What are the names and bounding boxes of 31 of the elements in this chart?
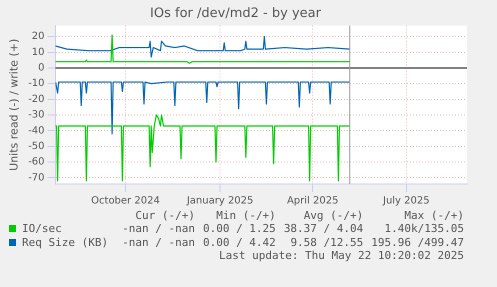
text: 9.58 /12.55	[289, 236, 364, 250]
y-tick-label: -30	[28, 110, 45, 121]
text: Max (-/+)	[403, 209, 466, 222]
text: Min (-/+)	[215, 209, 277, 222]
text: 195.96 /499.47	[370, 236, 466, 250]
text: 0.00 / 4.42	[202, 236, 277, 250]
x-tick-label: January 2025	[186, 196, 254, 207]
y-tick-label: -60	[28, 156, 45, 168]
text: -nan / -nan	[121, 236, 196, 250]
text: 38.37 / 4.04	[282, 222, 364, 236]
y-tick-label: 0	[38, 62, 45, 74]
y-tick-label: -50	[28, 140, 45, 152]
y-tick-label: 10	[32, 46, 45, 58]
y-tick-label: -70	[28, 172, 45, 184]
y-tick-label: -10	[28, 78, 45, 90]
text: 0.00 / 1.25	[202, 222, 277, 236]
legend-label: Req Size (KB)	[22, 236, 108, 249]
legend-label: IO/sec	[22, 222, 62, 235]
text: -nan / -nan	[121, 222, 196, 236]
text: 1.40k/135.05	[384, 222, 466, 236]
x-tick-label: October 2024	[91, 196, 160, 207]
text: Avg (-/+)	[302, 209, 364, 222]
y-tick-label: 20	[32, 31, 45, 42]
x-tick-label: July 2025	[382, 196, 430, 207]
chart-title: IOs for /dev/md2 - by year	[150, 6, 322, 22]
text: Last update: Thu May 22 10:20:02 2025	[218, 249, 466, 262]
y-axis-title: Units read (-) / write (+)	[7, 38, 20, 171]
y-tick-label: -20	[28, 94, 45, 105]
x-tick-label: April 2025	[286, 196, 338, 207]
text: Cur (-/+)	[134, 209, 196, 222]
y-tick-label: -40	[28, 125, 45, 136]
